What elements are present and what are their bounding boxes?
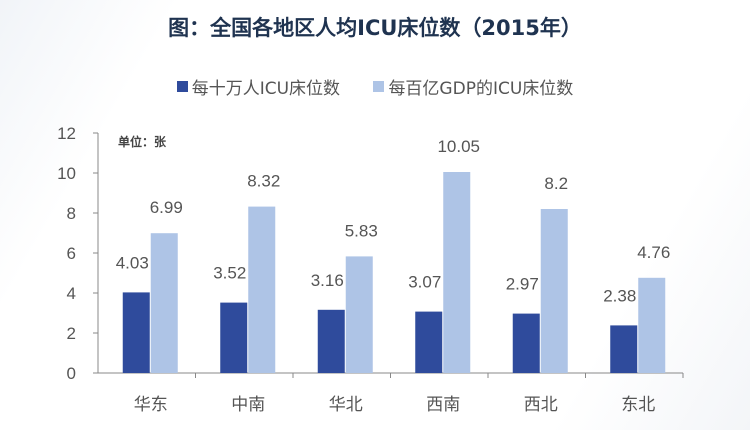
chart-title: 图：全国各地区人均ICU床位数（2015年） (168, 16, 582, 40)
y-tick-label: 8 (67, 204, 76, 223)
bar-per-gdp (638, 277, 666, 373)
legend: 每十万人ICU床位数 每百亿GDP的ICU床位数 (0, 74, 750, 99)
bar-per-100k (220, 302, 248, 373)
data-label: 4.03 (116, 253, 149, 272)
bar-per-100k (610, 325, 638, 373)
y-tick-label: 0 (67, 364, 76, 383)
data-label: 8.2 (544, 174, 568, 193)
unit-label: 单位：张 (118, 135, 167, 149)
bar-per-gdp (248, 206, 276, 373)
x-tick-label: 东北 (621, 395, 655, 415)
data-label: 3.16 (311, 271, 344, 290)
bar-per-100k (415, 311, 443, 373)
x-tick-label: 中南 (231, 395, 265, 415)
bar-per-gdp (443, 172, 471, 373)
y-tick-label: 2 (67, 324, 76, 343)
legend-label: 每十万人ICU床位数 (191, 79, 341, 99)
bar-per-gdp (150, 233, 178, 373)
legend-item-per-gdp: 每百亿GDP的ICU床位数 (373, 74, 573, 99)
bar-per-100k (317, 309, 345, 373)
x-tick-label: 华东 (134, 395, 168, 415)
y-tick-label: 10 (57, 164, 76, 183)
data-label: 2.38 (603, 286, 636, 305)
bar-per-100k (122, 292, 150, 373)
data-label: 8.32 (247, 172, 280, 191)
data-label: 3.07 (408, 273, 441, 292)
data-label: 4.76 (637, 243, 670, 262)
y-tick-label: 6 (67, 244, 76, 263)
data-label: 5.83 (345, 221, 378, 240)
legend-label: 每百亿GDP的ICU床位数 (388, 79, 574, 99)
bar-per-gdp (540, 209, 568, 373)
data-label: 10.05 (437, 137, 480, 156)
x-tick-label: 华北 (329, 395, 363, 415)
bar-per-gdp (345, 256, 373, 373)
legend-swatch (176, 81, 188, 92)
legend-swatch (373, 81, 385, 92)
data-label: 2.97 (506, 275, 539, 294)
data-label: 6.99 (150, 198, 183, 217)
x-tick-label: 西南 (426, 395, 460, 415)
x-tick-label: 西北 (524, 395, 558, 415)
data-label: 3.52 (213, 264, 246, 283)
y-tick-label: 4 (67, 284, 76, 303)
bar-per-100k (512, 313, 540, 373)
y-tick-label: 12 (57, 124, 76, 143)
legend-item-per-100k: 每十万人ICU床位数 (176, 74, 341, 99)
